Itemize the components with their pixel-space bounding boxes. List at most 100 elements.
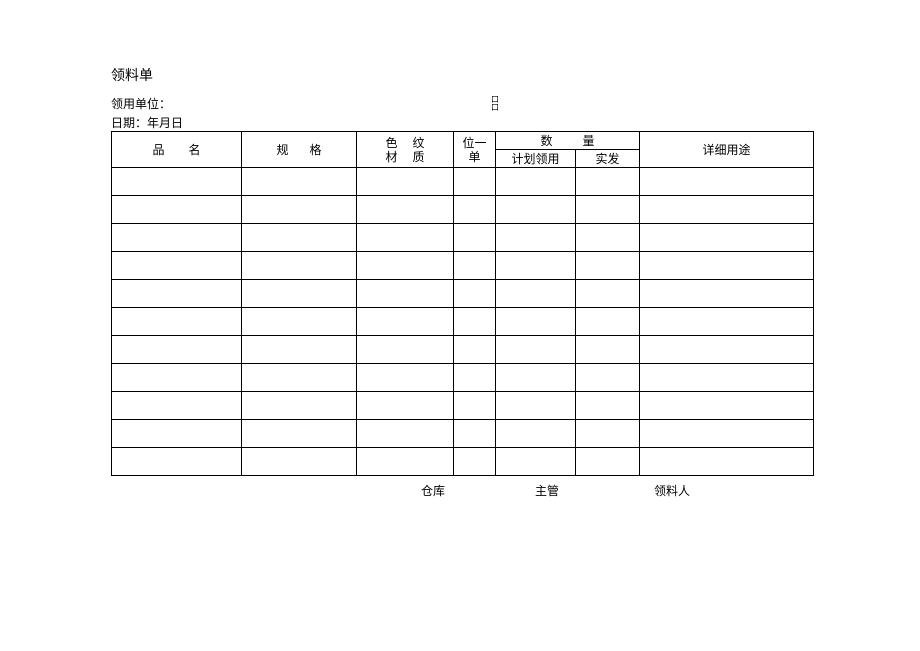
- cell: [242, 252, 357, 280]
- cell: [576, 196, 640, 224]
- cell: [454, 224, 496, 252]
- org-label: 领用单位：: [111, 95, 171, 112]
- cell: [640, 224, 814, 252]
- form-title: 领料单: [111, 65, 920, 85]
- cell: [357, 420, 454, 448]
- cell: [242, 364, 357, 392]
- marker-col: 口 口: [491, 96, 499, 112]
- cell: [357, 196, 454, 224]
- cell: [242, 420, 357, 448]
- meta-row-org: 领用单位： 口 口: [111, 95, 920, 112]
- cell: [576, 448, 640, 476]
- footer: 仓库 主管 领料人: [111, 482, 920, 499]
- cell: [357, 308, 454, 336]
- hdr-name-a: 品: [152, 143, 164, 157]
- cell: [576, 168, 640, 196]
- requisition-table: 品 名 规 格 色 纹 材 质 位一 单 数 量 详细用途 计划领用: [111, 131, 814, 476]
- cell: [576, 420, 640, 448]
- cell: [454, 280, 496, 308]
- cell: [454, 252, 496, 280]
- cell: [496, 448, 576, 476]
- cell: [112, 448, 242, 476]
- cell: [242, 196, 357, 224]
- meta-row-date: 日期：年月日: [111, 114, 920, 131]
- table-row: [112, 224, 814, 252]
- cell: [242, 308, 357, 336]
- cell: [496, 392, 576, 420]
- cell: [640, 364, 814, 392]
- cell: [112, 420, 242, 448]
- cell: [454, 308, 496, 336]
- cell: [640, 308, 814, 336]
- cell: [242, 168, 357, 196]
- hdr-unit: 位一 单: [454, 132, 496, 168]
- cell: [576, 336, 640, 364]
- cell: [496, 196, 576, 224]
- cell: [112, 196, 242, 224]
- cell: [576, 392, 640, 420]
- cell: [454, 196, 496, 224]
- cell: [640, 392, 814, 420]
- table-row: [112, 392, 814, 420]
- cell: [576, 280, 640, 308]
- cell: [454, 364, 496, 392]
- cell: [357, 280, 454, 308]
- cell: [640, 280, 814, 308]
- cell: [496, 168, 576, 196]
- cell: [242, 336, 357, 364]
- hdr-mat-a: 色: [385, 136, 397, 150]
- hdr-qty-plan: 计划领用: [496, 150, 576, 168]
- cell: [357, 448, 454, 476]
- hdr-unit-a: 位一: [462, 136, 486, 150]
- cell: [496, 280, 576, 308]
- cell: [112, 224, 242, 252]
- cell: [640, 448, 814, 476]
- cell: [576, 364, 640, 392]
- cell: [496, 308, 576, 336]
- cell: [357, 336, 454, 364]
- cell: [576, 308, 640, 336]
- cell: [454, 168, 496, 196]
- cell: [242, 224, 357, 252]
- cell: [640, 168, 814, 196]
- hdr-qty-a: 数: [540, 134, 552, 148]
- table-row: [112, 336, 814, 364]
- cell: [640, 196, 814, 224]
- cell: [242, 448, 357, 476]
- cell: [496, 364, 576, 392]
- hdr-qty-b: 量: [583, 134, 595, 148]
- cell: [496, 252, 576, 280]
- table-row: [112, 448, 814, 476]
- hdr-spec-b: 格: [310, 143, 322, 157]
- footer-supervisor: 主管: [535, 482, 559, 499]
- hdr-mat-d: 质: [413, 150, 425, 164]
- hdr-unit-b: 单: [468, 150, 480, 164]
- cell: [640, 252, 814, 280]
- cell: [112, 280, 242, 308]
- cell: [112, 308, 242, 336]
- cell: [454, 336, 496, 364]
- cell: [454, 392, 496, 420]
- hdr-qty-actual: 实发: [576, 150, 640, 168]
- cell: [357, 392, 454, 420]
- header-row-1: 品 名 规 格 色 纹 材 质 位一 单 数 量 详细用途: [112, 132, 814, 150]
- cell: [357, 168, 454, 196]
- table-row: [112, 364, 814, 392]
- table-row: [112, 420, 814, 448]
- hdr-mat-b: 纹: [413, 136, 425, 150]
- cell: [576, 224, 640, 252]
- cell: [496, 420, 576, 448]
- footer-receiver: 领料人: [654, 482, 690, 499]
- hdr-spec-a: 规: [276, 143, 288, 157]
- hdr-name-b: 名: [189, 143, 201, 157]
- hdr-usage: 详细用途: [640, 132, 814, 168]
- cell: [242, 280, 357, 308]
- footer-warehouse: 仓库: [421, 482, 445, 499]
- hdr-name: 品 名: [112, 132, 242, 168]
- hdr-qty: 数 量: [496, 132, 640, 150]
- document-root: 领料单 领用单位： 口 口 日期：年月日 品 名 规 格: [0, 0, 920, 499]
- hdr-spec: 规 格: [242, 132, 357, 168]
- cell: [496, 336, 576, 364]
- cell: [112, 392, 242, 420]
- table-row: [112, 308, 814, 336]
